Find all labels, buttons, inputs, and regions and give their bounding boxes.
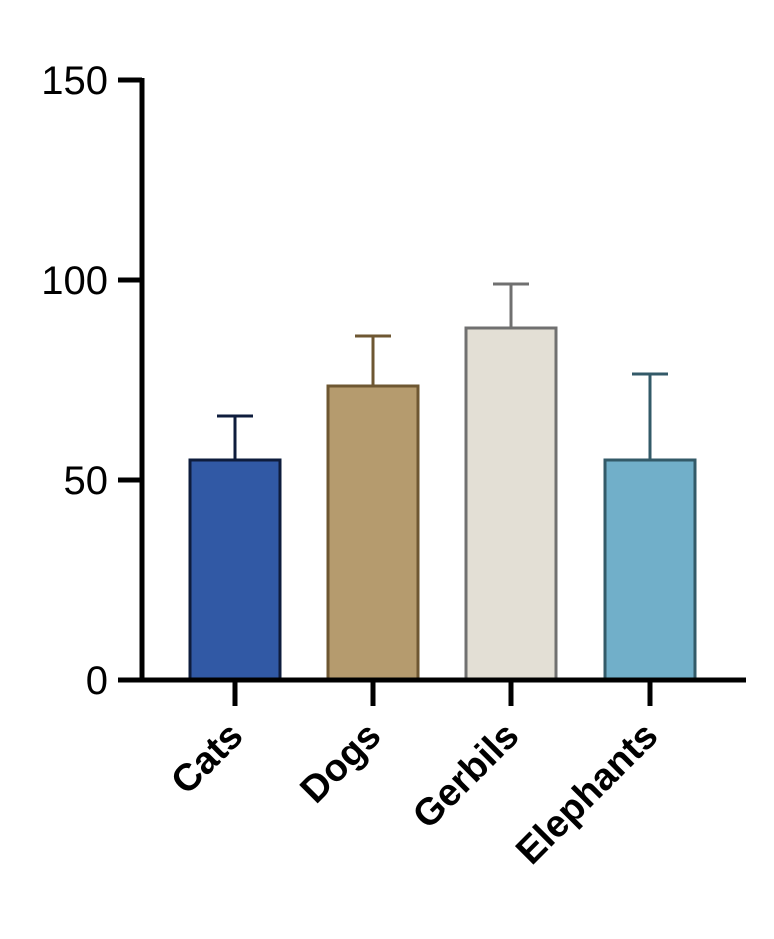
axes-layer bbox=[118, 77, 746, 706]
x-tick-label-gerbils: Gerbils bbox=[405, 715, 527, 837]
y-tick-label: 150 bbox=[41, 59, 108, 103]
y-tick-label: 0 bbox=[86, 659, 108, 703]
y-tick-label: 50 bbox=[64, 459, 109, 503]
bars-layer bbox=[188, 326, 697, 682]
error-bars-layer bbox=[217, 282, 668, 460]
y-tick-label: 100 bbox=[41, 259, 108, 303]
x-tick-label-cats: Cats bbox=[163, 715, 251, 803]
bar-gerbils bbox=[464, 326, 558, 682]
x-tick-label-dogs: Dogs bbox=[292, 715, 389, 812]
bar-elephants bbox=[603, 458, 697, 682]
x-tick-label-elephants: Elephants bbox=[508, 715, 666, 873]
bar-cats bbox=[188, 458, 282, 682]
bar-dogs bbox=[326, 384, 420, 682]
